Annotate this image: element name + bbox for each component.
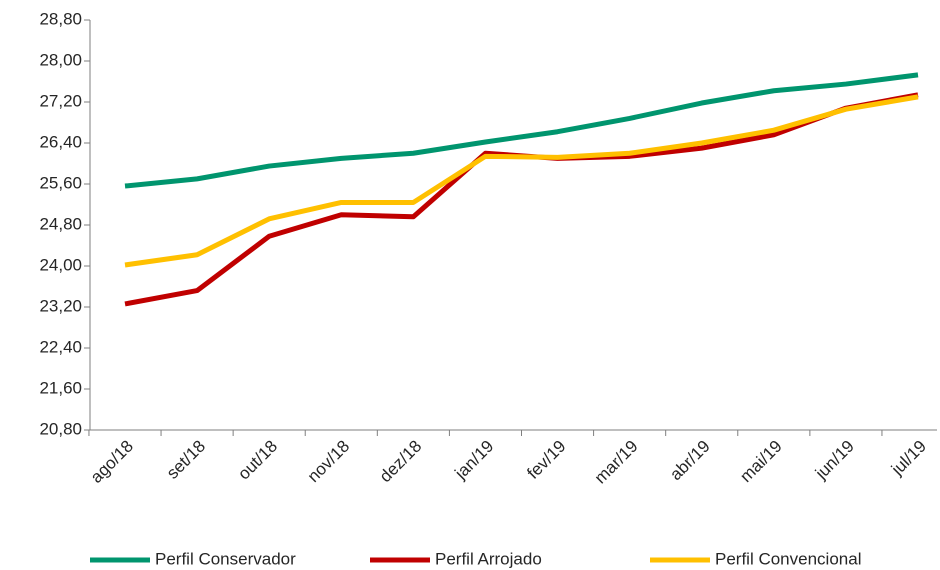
series-line — [124, 94, 919, 268]
x-tick-label: jul/19 — [887, 437, 930, 480]
y-tick-label: 28,80 — [39, 9, 82, 28]
x-tick-label: mai/19 — [736, 437, 786, 487]
x-tick-label: jun/19 — [811, 437, 858, 484]
y-tick-label: 26,40 — [39, 132, 82, 151]
y-tick-label: 21,60 — [39, 378, 82, 397]
x-tick-label: mar/19 — [591, 437, 642, 488]
y-tick-label: 20,80 — [39, 419, 82, 438]
x-tick-label: abr/19 — [666, 437, 714, 485]
y-tick-label: 25,60 — [39, 173, 82, 192]
x-tick-label: out/18 — [234, 437, 281, 484]
legend-label: Perfil Convencional — [715, 549, 861, 568]
y-tick-label: 23,20 — [39, 296, 82, 315]
y-tick-label: 28,00 — [39, 50, 82, 69]
series-line — [124, 72, 919, 189]
legend-label: Perfil Conservador — [155, 549, 296, 568]
x-tick-label: set/18 — [163, 437, 209, 483]
legend-label: Perfil Arrojado — [435, 549, 542, 568]
x-tick-label: dez/18 — [376, 437, 426, 487]
series-line — [124, 92, 919, 307]
y-tick-label: 24,80 — [39, 214, 82, 233]
y-tick-label: 24,00 — [39, 255, 82, 274]
y-tick-label: 27,20 — [39, 91, 82, 110]
x-tick-label: nov/18 — [304, 437, 354, 487]
x-tick-label: fev/19 — [523, 437, 569, 483]
x-tick-label: ago/18 — [87, 437, 137, 487]
y-tick-label: 22,40 — [39, 337, 82, 356]
x-tick-label: jan/19 — [451, 437, 498, 484]
